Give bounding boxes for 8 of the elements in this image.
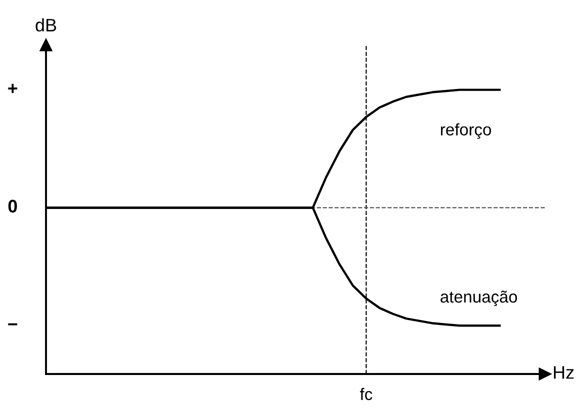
text: + bbox=[8, 84, 18, 94]
x-axis-title: Hz bbox=[554, 366, 574, 379]
text: fc bbox=[360, 388, 372, 400]
text: 0 bbox=[8, 200, 17, 213]
series-label: atenuação bbox=[440, 290, 518, 306]
series-label: reforço bbox=[440, 123, 492, 139]
y-axis-title: dB bbox=[36, 18, 56, 32]
text: − bbox=[8, 323, 18, 326]
